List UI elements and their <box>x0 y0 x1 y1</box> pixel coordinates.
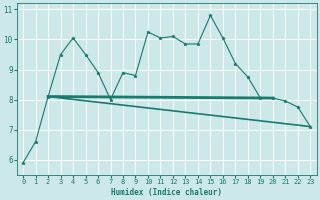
X-axis label: Humidex (Indice chaleur): Humidex (Indice chaleur) <box>111 188 222 197</box>
